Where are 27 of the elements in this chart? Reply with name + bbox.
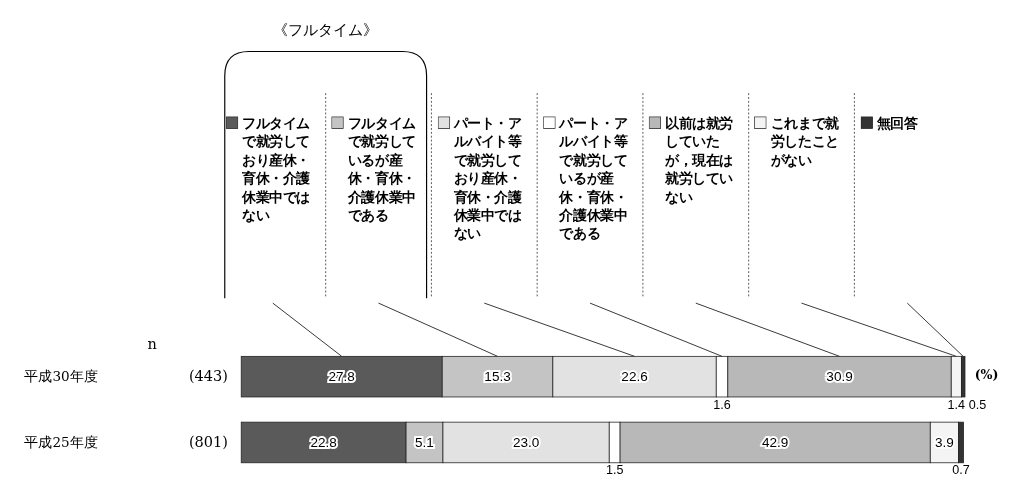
data-label: 1.4 [947,397,966,412]
legend-label: 無回答 [876,114,918,133]
data-label: 1.5 [605,463,624,478]
legend-label: フルタイムで就労しているが産休・育休・介護休業中である [347,114,417,225]
text: (%) [974,366,999,382]
y-tick-label: 平成25年度 [24,434,98,451]
data-label: 42.9 [762,435,789,451]
legend-label: フルタイムで就労しており産休・育休・介護休業中ではない [242,114,311,225]
legend-label: パート・アルバイト等で就労しており産休・育休・介護休業中ではない [453,114,523,244]
data-label: 3.9 [934,435,954,451]
data-label: 1.6 [713,397,731,412]
text: 《フルタイム》 [273,22,379,39]
data-label: 30.9 [826,369,853,385]
text: (801) [188,434,228,451]
data-label: 0.5 [968,397,987,412]
legend-label: これまで就労したことがない [770,114,840,170]
data-label: 23.0 [512,435,540,451]
legend-label: 以前は就労していたが，現在は就労していない [665,114,734,207]
data-label: 22.6 [621,369,648,385]
text: (443) [188,368,228,385]
legend-label: パート・アルバイト等で就労しているが産休・育休・介護休業中である [559,114,629,244]
data-label: 5.1 [415,435,434,451]
data-label: 22.8 [310,435,337,451]
data-label: 0.7 [952,463,970,478]
y-tick-label: 平成30年度 [24,368,98,385]
data-label: 15.3 [484,369,511,385]
text: n [147,335,157,352]
